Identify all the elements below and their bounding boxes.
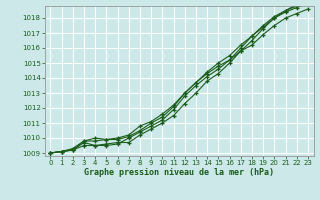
X-axis label: Graphe pression niveau de la mer (hPa): Graphe pression niveau de la mer (hPa) [84,168,274,177]
